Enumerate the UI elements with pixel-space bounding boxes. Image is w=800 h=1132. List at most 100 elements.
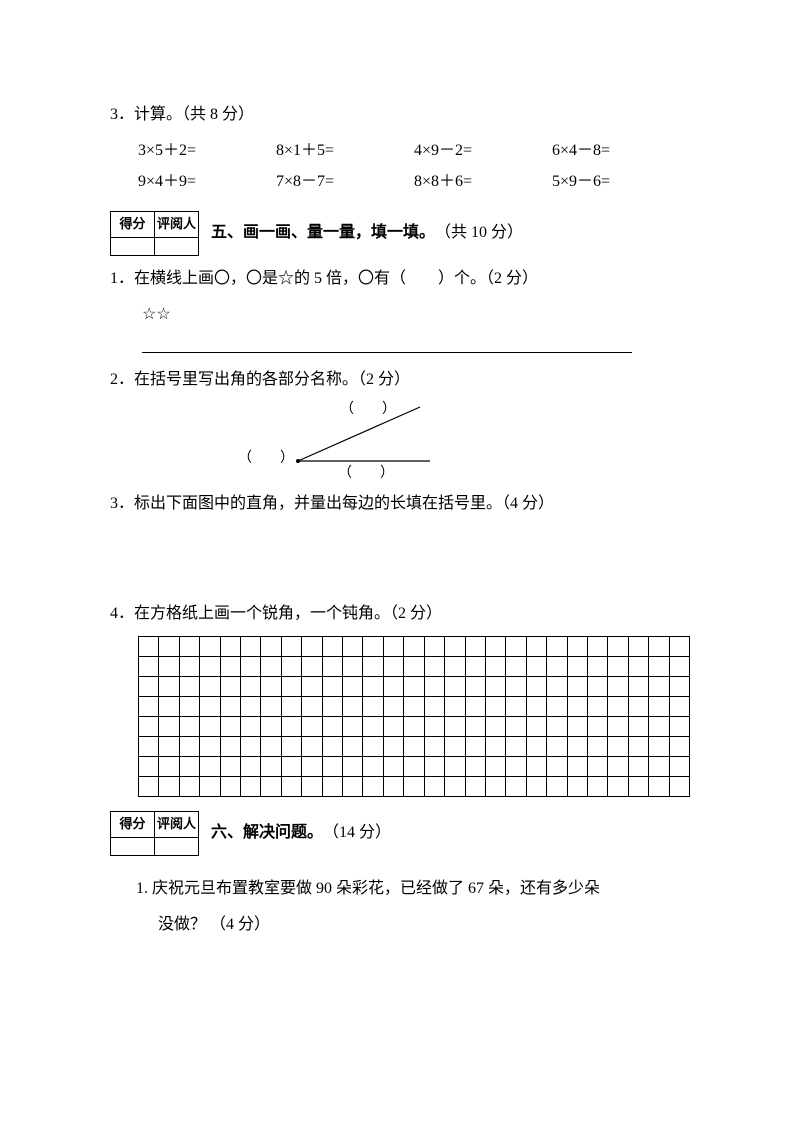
grid-cell bbox=[261, 656, 281, 676]
grid-cell bbox=[200, 716, 220, 736]
grid-cell bbox=[465, 656, 485, 676]
grid-cell bbox=[159, 736, 179, 756]
grid-cell bbox=[587, 756, 607, 776]
grid-cell bbox=[567, 756, 587, 776]
calc-cell: 3×5＋2= bbox=[138, 136, 276, 166]
grid-cell bbox=[567, 656, 587, 676]
grid-cell bbox=[526, 676, 546, 696]
grid-cell bbox=[179, 736, 199, 756]
grid-cell bbox=[322, 736, 342, 756]
grid-cell bbox=[241, 716, 261, 736]
angle-label-top: （ ） bbox=[340, 397, 396, 424]
score-cell bbox=[111, 237, 155, 255]
grid-cell bbox=[547, 736, 567, 756]
grid-cell bbox=[139, 756, 159, 776]
grid-cell bbox=[179, 696, 199, 716]
section6-points: （14 分） bbox=[323, 818, 391, 848]
grid-cell bbox=[302, 676, 322, 696]
score-header-2: 评阅人 bbox=[155, 811, 199, 837]
section6-header: 得分 评阅人 六、解决问题。（14 分） bbox=[110, 811, 690, 856]
grid-cell bbox=[200, 736, 220, 756]
grid-cell bbox=[139, 696, 159, 716]
grid-cell bbox=[649, 676, 669, 696]
grid-cell bbox=[547, 656, 567, 676]
grid-cell bbox=[322, 776, 342, 796]
grid-cell bbox=[159, 656, 179, 676]
grid-cell bbox=[445, 636, 465, 656]
grid-cell bbox=[424, 656, 444, 676]
grid-cell bbox=[200, 656, 220, 676]
grid-cell bbox=[200, 636, 220, 656]
grid-cell bbox=[649, 656, 669, 676]
grid-cell bbox=[220, 716, 240, 736]
grid-cell bbox=[139, 656, 159, 676]
grid-cell bbox=[281, 676, 301, 696]
score-cell bbox=[155, 237, 199, 255]
grid-cell bbox=[322, 756, 342, 776]
grid-cell bbox=[302, 696, 322, 716]
grid-cell bbox=[261, 636, 281, 656]
calc-cell: 5×9－6= bbox=[552, 167, 690, 197]
calc-cell: 7×8－7= bbox=[276, 167, 414, 197]
grid-cell bbox=[445, 736, 465, 756]
grid-cell bbox=[669, 776, 689, 796]
grid-cell bbox=[547, 696, 567, 716]
grid-cell bbox=[241, 676, 261, 696]
grid-cell bbox=[383, 776, 403, 796]
grid-cell bbox=[424, 696, 444, 716]
grid-cell bbox=[281, 776, 301, 796]
grid-cell bbox=[343, 636, 363, 656]
grid-cell bbox=[343, 776, 363, 796]
grid-cell bbox=[424, 676, 444, 696]
grid-cell bbox=[445, 656, 465, 676]
grid-cell bbox=[628, 716, 648, 736]
grid-cell bbox=[404, 776, 424, 796]
grid-cell bbox=[649, 736, 669, 756]
grid-cell bbox=[649, 696, 669, 716]
grid-cell bbox=[465, 736, 485, 756]
grid-cell bbox=[465, 776, 485, 796]
grid-cell bbox=[241, 776, 261, 796]
grid-cell bbox=[445, 716, 465, 736]
grid-cell bbox=[608, 736, 628, 756]
sec5-q1-stars: ☆☆ bbox=[110, 300, 690, 330]
score-header-2: 评阅人 bbox=[155, 212, 199, 238]
grid-cell bbox=[200, 756, 220, 776]
grid-cell bbox=[587, 696, 607, 716]
grid-cell bbox=[383, 676, 403, 696]
grid-cell bbox=[281, 736, 301, 756]
angle-label-vertex: （ ） bbox=[238, 446, 294, 473]
grid-cell bbox=[445, 756, 465, 776]
grid-cell bbox=[506, 716, 526, 736]
grid-cell bbox=[241, 636, 261, 656]
grid-cell bbox=[669, 636, 689, 656]
grid-cell bbox=[383, 716, 403, 736]
grid-cell bbox=[547, 756, 567, 776]
grid-cell bbox=[159, 676, 179, 696]
grid-cell bbox=[567, 776, 587, 796]
grid-cell bbox=[506, 656, 526, 676]
sec6-q1-line1: 1. 庆祝元旦布置教室要做 90 朵彩花，已经做了 67 朵，还有多少朵 bbox=[110, 874, 690, 904]
grid-cell bbox=[608, 756, 628, 776]
grid-cell bbox=[179, 636, 199, 656]
grid-cell bbox=[363, 776, 383, 796]
grid-cell bbox=[649, 716, 669, 736]
grid-cell bbox=[526, 776, 546, 796]
q3-row1: 3×5＋2= 8×1＋5= 4×9－2= 6×4－8= bbox=[110, 136, 690, 166]
grid-cell bbox=[261, 676, 281, 696]
grid-cell bbox=[281, 636, 301, 656]
grid-cell bbox=[485, 636, 505, 656]
grid-cell bbox=[669, 696, 689, 716]
grid-cell bbox=[139, 736, 159, 756]
grid-cell bbox=[485, 756, 505, 776]
grid-cell bbox=[220, 636, 240, 656]
grid-cell bbox=[649, 636, 669, 656]
grid-cell bbox=[179, 716, 199, 736]
grid-cell bbox=[608, 696, 628, 716]
calc-cell: 9×4＋9= bbox=[138, 167, 276, 197]
grid-cell bbox=[241, 736, 261, 756]
grid-cell bbox=[465, 676, 485, 696]
calc-cell: 4×9－2= bbox=[414, 136, 552, 166]
grid-cell bbox=[608, 656, 628, 676]
score-header-1: 得分 bbox=[111, 212, 155, 238]
